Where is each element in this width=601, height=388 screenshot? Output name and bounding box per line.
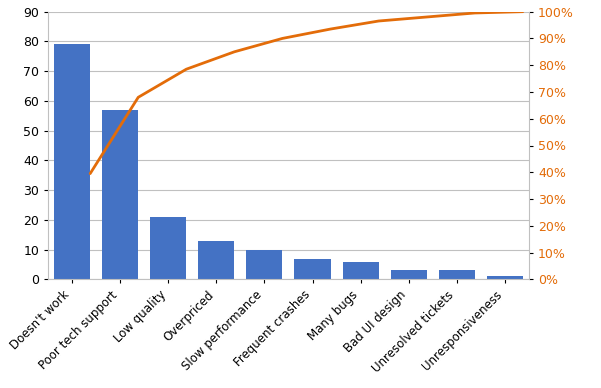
Bar [246,249,282,279]
Bar [487,276,523,279]
Bar [439,270,475,279]
Bar [150,217,186,279]
Bar [54,44,90,279]
Bar [294,258,331,279]
Bar [102,110,138,279]
Bar [343,262,379,279]
Bar [198,241,234,279]
Bar [391,270,427,279]
